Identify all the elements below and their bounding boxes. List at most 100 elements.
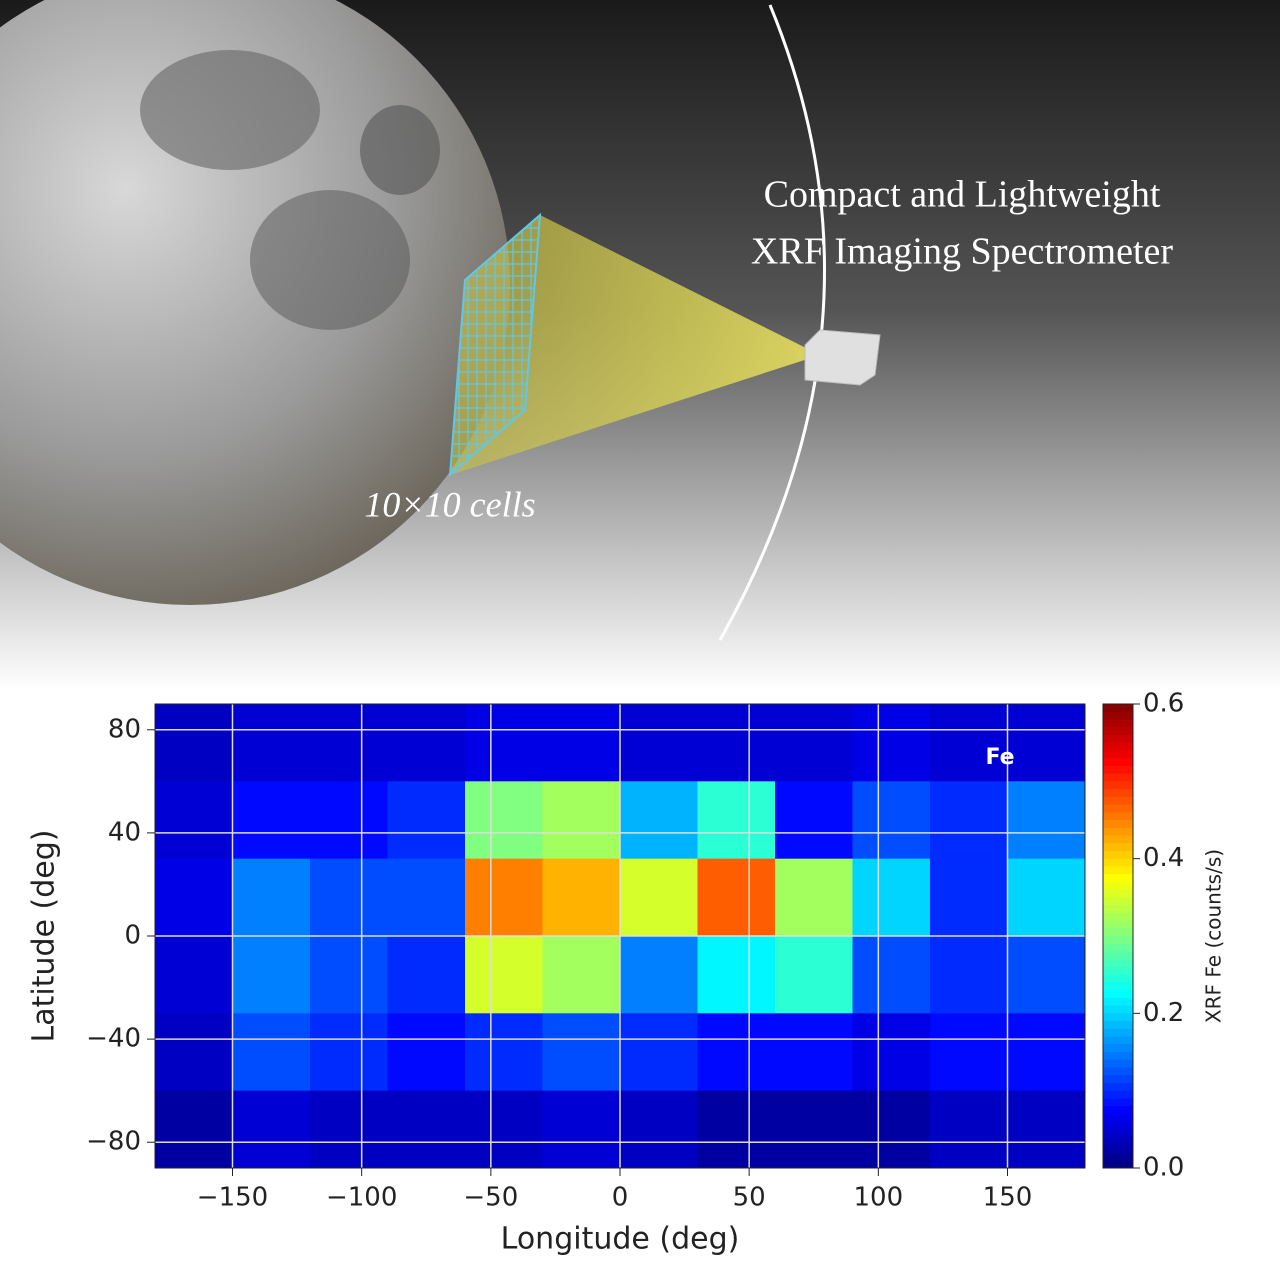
heatmap-cell [697, 858, 776, 937]
cells-label: 10×10 cells [364, 484, 535, 524]
heatmap-cell [232, 704, 311, 782]
heatmap-cell [852, 704, 931, 782]
colorbar-segment [1103, 781, 1133, 790]
colorbar-segment [1103, 943, 1133, 952]
heatmap-cell [310, 1090, 388, 1169]
colorbar-segment [1103, 974, 1133, 983]
x-tick-label: 50 [733, 1183, 766, 1213]
colorbar-segment [1103, 812, 1133, 821]
colorbar-segment [1103, 1160, 1133, 1169]
colorbar-segment [1103, 765, 1133, 775]
heatmap-cell [387, 936, 466, 1014]
heatmap-cell [930, 1090, 1008, 1169]
colorbar-segment [1103, 982, 1133, 991]
heatmap-cell [542, 1090, 621, 1169]
colorbar-segment [1103, 1059, 1133, 1068]
heatmap-cell [775, 781, 853, 860]
heatmap-cell [852, 1013, 931, 1092]
heatmap-cell [852, 1090, 931, 1169]
heatmap-cell [310, 1013, 388, 1092]
heatmap-cell [465, 1090, 543, 1169]
colorbar-segment [1103, 1052, 1133, 1061]
mare [360, 105, 440, 195]
colorbar-segment [1103, 1113, 1133, 1123]
colorbar-segment [1103, 959, 1133, 968]
colorbar-segment [1103, 1129, 1133, 1138]
colorbar-segment [1103, 858, 1133, 867]
heatmap-cell [387, 1013, 466, 1092]
heatmap-cell [697, 1090, 776, 1169]
colorbar-segment [1103, 1152, 1133, 1161]
colorbar-segment [1103, 881, 1133, 891]
colorbar-tick-label: 0.6 [1143, 689, 1184, 719]
heatmap-cell [542, 936, 621, 1014]
colorbar-segment [1103, 704, 1133, 713]
colorbar-segment [1103, 742, 1133, 751]
mare [250, 190, 410, 330]
heatmap-cell [620, 781, 698, 860]
colorbar-segment [1103, 711, 1133, 720]
heatmap-cell [465, 704, 543, 782]
plot-frame [154, 703, 1086, 1169]
heatmap-cell [697, 704, 776, 782]
heatmap-cell [697, 1013, 776, 1092]
colorbar-segment [1103, 990, 1133, 999]
colorbar-frame [1102, 703, 1134, 1169]
orbit [718, 4, 826, 641]
colorbar-segment [1103, 1144, 1133, 1154]
colorbar-segment [1103, 1067, 1133, 1076]
x-tick-label: 150 [983, 1183, 1033, 1213]
colorbar-segment [1103, 920, 1133, 929]
heatmap-cell [1007, 936, 1086, 1014]
colorbar-tick-label: 0.0 [1143, 1153, 1184, 1183]
heatmap-cell [542, 1013, 621, 1092]
heatmap-cell [155, 1090, 233, 1169]
heatmap-cell [775, 1013, 853, 1092]
heatmap-cell [232, 1013, 311, 1092]
heatmap-cell [310, 781, 388, 860]
colorbar-segment [1103, 719, 1133, 728]
colorbar-segment [1103, 1098, 1133, 1107]
title-line: XRF Imaging Spectrometer [751, 231, 1173, 273]
heatmap-cell [1007, 781, 1086, 860]
heatmap-cell [930, 1013, 1008, 1092]
heatmap-cell [465, 858, 543, 937]
x-tick-label: −100 [326, 1183, 397, 1213]
heatmap-cell [697, 781, 776, 860]
heatmap-cell [155, 1013, 233, 1092]
heatmap-cell [775, 858, 853, 937]
heatmap-cell [387, 704, 466, 782]
y-tick-label: −40 [86, 1024, 141, 1054]
colorbar-segment [1103, 796, 1133, 806]
heatmap-cell [155, 858, 233, 937]
colorbar-segment [1103, 1013, 1133, 1022]
colorbar-segment [1103, 820, 1133, 829]
colorbar-segment [1103, 835, 1133, 844]
colorbar-segment [1103, 734, 1133, 744]
colorbar-segment [1103, 1028, 1133, 1038]
y-tick-label: 40 [108, 817, 141, 847]
colorbar-segment [1103, 936, 1133, 945]
axes: −150 −100 −50 0 50 100 150 −80 −40 0 40 80 0.0 0.2 0.4… [86, 689, 1184, 1213]
x-tick-label: 100 [854, 1183, 904, 1213]
heatmap-cell [232, 1090, 311, 1169]
colorbar-tick-label: 0.2 [1143, 998, 1184, 1028]
heatmap-cell [155, 781, 233, 860]
heatmap-cell [542, 858, 621, 937]
colorbar-segment [1103, 1121, 1133, 1130]
colorbar-segment [1103, 866, 1133, 875]
colorbar-segment [1103, 897, 1133, 906]
heatmap-cell [620, 858, 698, 937]
heatmap-cell [310, 704, 388, 782]
heatmap-cell [620, 704, 698, 782]
illustration: Compact and Lightweight XRF Imaging Spec… [0, 0, 1280, 690]
heatmap-cell [542, 781, 621, 860]
colorbar-segment [1103, 850, 1133, 860]
heatmap-cell [155, 936, 233, 1014]
colorbar-segment [1103, 889, 1133, 898]
heatmap-cell [1007, 1013, 1086, 1092]
y-tick-label: 80 [108, 714, 141, 744]
heatmap-cell [620, 1013, 698, 1092]
heatmap-cell [155, 704, 233, 782]
colorbar-segment [1103, 773, 1133, 782]
